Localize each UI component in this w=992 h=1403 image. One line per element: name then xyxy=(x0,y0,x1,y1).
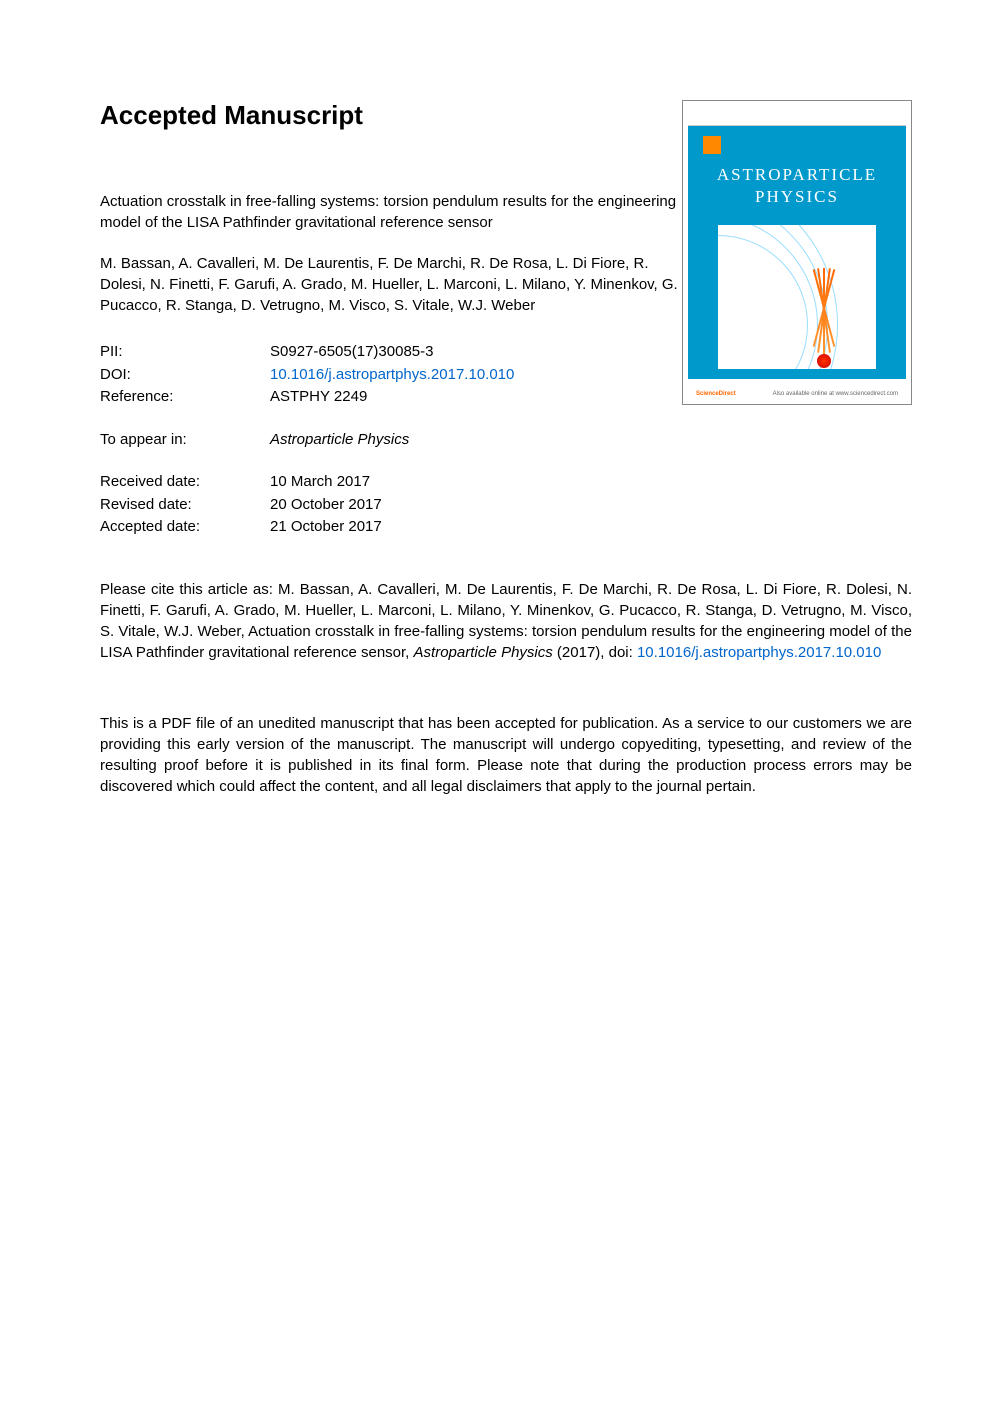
doi-row: DOI: 10.1016/j.astropartphys.2017.10.010 xyxy=(100,364,682,387)
received-label: Received date: xyxy=(100,471,270,494)
received-row: Received date: 10 March 2017 xyxy=(100,471,682,494)
revised-value: 20 October 2017 xyxy=(270,494,682,517)
cover-graphic xyxy=(718,225,876,369)
accepted-label: Accepted date: xyxy=(100,516,270,539)
article-title: Actuation crosstalk in free-falling syst… xyxy=(100,191,682,233)
reference-row: Reference: ASTPHY 2249 xyxy=(100,386,682,409)
metadata-table: PII: S0927-6505(17)30085-3 DOI: 10.1016/… xyxy=(100,341,682,539)
accepted-manuscript-heading: Accepted Manuscript xyxy=(100,100,682,131)
citation-block: Please cite this article as: M. Bassan, … xyxy=(100,579,912,663)
citation-journal: Astroparticle Physics xyxy=(414,644,553,661)
journal-cover-thumbnail: ASTROPARTICLE PHYSICS xyxy=(682,100,912,405)
accepted-row: Accepted date: 21 October 2017 xyxy=(100,516,682,539)
header-row: Accepted Manuscript Actuation crosstalk … xyxy=(100,100,912,539)
cover-burst-icon xyxy=(804,268,844,368)
appear-row: To appear in: Astroparticle Physics xyxy=(100,429,682,452)
reference-value: ASTPHY 2249 xyxy=(270,386,682,409)
disclaimer-text: This is a PDF file of an unedited manusc… xyxy=(100,713,912,797)
left-column: Accepted Manuscript Actuation crosstalk … xyxy=(100,100,682,539)
journal-cover-title: ASTROPARTICLE PHYSICS xyxy=(688,159,906,210)
appear-value: Astroparticle Physics xyxy=(270,429,682,452)
authors-list: M. Bassan, A. Cavalleri, M. De Laurentis… xyxy=(100,253,682,316)
cover-title-line2: PHYSICS xyxy=(755,187,839,206)
received-value: 10 March 2017 xyxy=(270,471,682,494)
pii-value: S0927-6505(17)30085-3 xyxy=(270,341,682,364)
cover-bottom-bar: ScienceDirect Also available online at w… xyxy=(688,379,906,399)
revised-label: Revised date: xyxy=(100,494,270,517)
revised-row: Revised date: 20 October 2017 xyxy=(100,494,682,517)
citation-year: (2017), doi: xyxy=(553,644,637,661)
cover-title-line1: ASTROPARTICLE xyxy=(717,165,877,184)
elsevier-logo-icon xyxy=(703,136,721,154)
cover-sciencedirect-label: ScienceDirect xyxy=(696,391,736,397)
doi-link[interactable]: 10.1016/j.astropartphys.2017.10.010 xyxy=(270,364,682,387)
cover-bottom-right: Also available online at www.sciencedire… xyxy=(773,391,898,397)
cover-inner: ASTROPARTICLE PHYSICS xyxy=(688,106,906,399)
cover-top-bar xyxy=(688,106,906,126)
doi-label: DOI: xyxy=(100,364,270,387)
accepted-value: 21 October 2017 xyxy=(270,516,682,539)
pii-row: PII: S0927-6505(17)30085-3 xyxy=(100,341,682,364)
appear-label: To appear in: xyxy=(100,429,270,452)
citation-doi-link[interactable]: 10.1016/j.astropartphys.2017.10.010 xyxy=(637,644,881,661)
pii-label: PII: xyxy=(100,341,270,364)
page-container: Accepted Manuscript Actuation crosstalk … xyxy=(0,0,992,877)
reference-label: Reference: xyxy=(100,386,270,409)
